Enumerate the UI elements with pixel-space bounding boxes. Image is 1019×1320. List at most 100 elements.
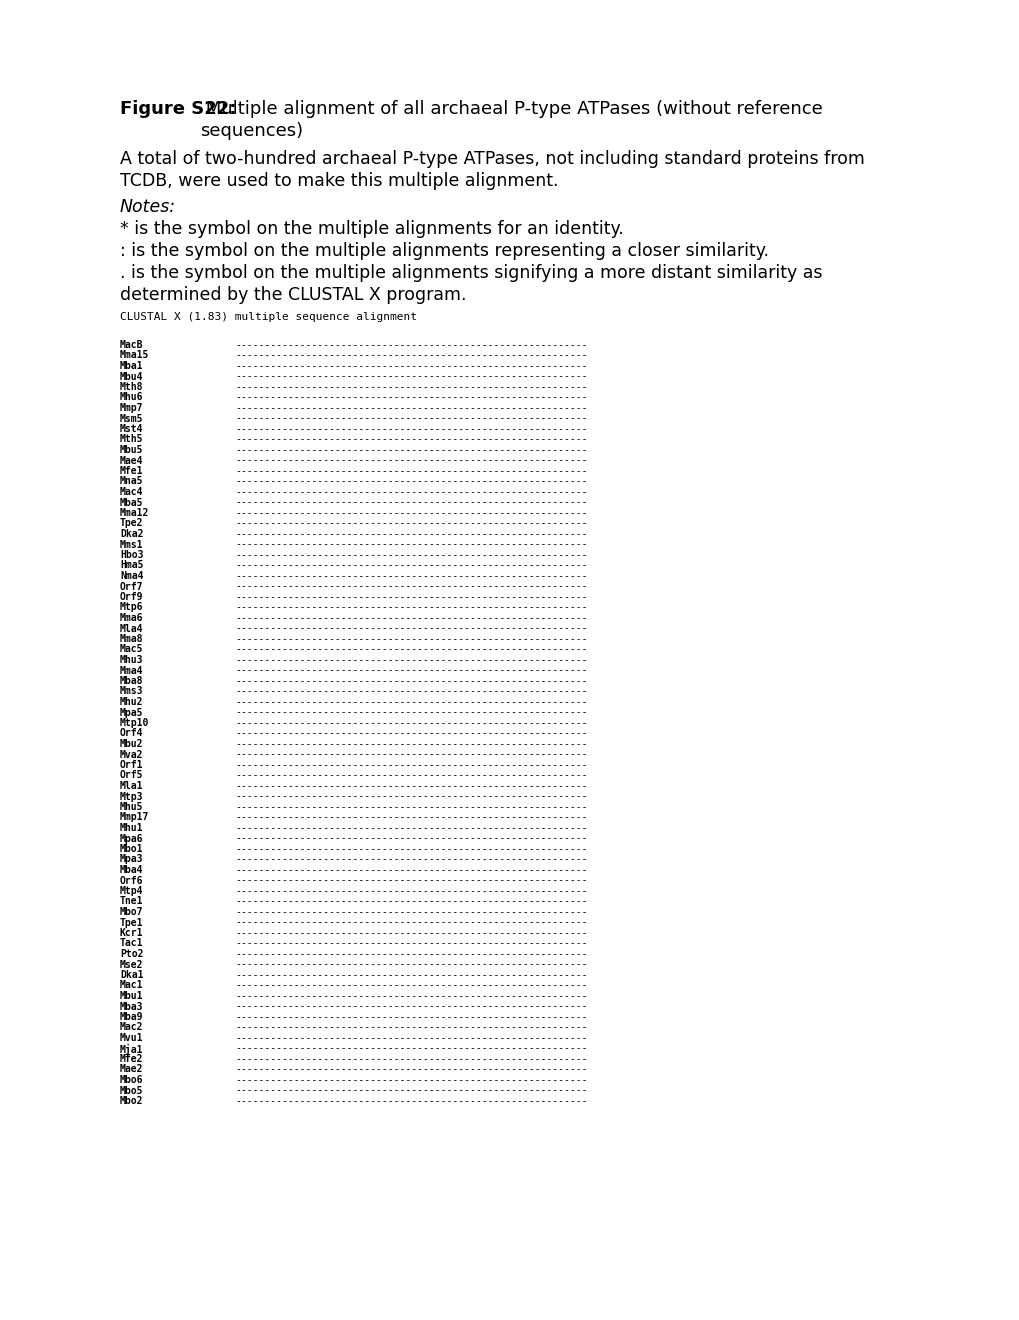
Text: Mpa6: Mpa6 xyxy=(120,833,144,843)
Text: Hma5: Hma5 xyxy=(120,561,144,570)
Text: ------------------------------------------------------------: ----------------------------------------… xyxy=(234,371,587,381)
Text: ------------------------------------------------------------: ----------------------------------------… xyxy=(234,875,587,886)
Text: ------------------------------------------------------------: ----------------------------------------… xyxy=(234,1074,587,1085)
Text: ------------------------------------------------------------: ----------------------------------------… xyxy=(234,540,587,549)
Text: Mae4: Mae4 xyxy=(120,455,144,466)
Text: Mbo1: Mbo1 xyxy=(120,843,144,854)
Text: Mla4: Mla4 xyxy=(120,623,144,634)
Text: ------------------------------------------------------------: ----------------------------------------… xyxy=(234,351,587,360)
Text: Mna5: Mna5 xyxy=(120,477,144,487)
Text: ------------------------------------------------------------: ----------------------------------------… xyxy=(234,771,587,780)
Text: ------------------------------------------------------------: ----------------------------------------… xyxy=(234,508,587,517)
Text: Mbo2: Mbo2 xyxy=(120,1096,144,1106)
Text: ------------------------------------------------------------: ----------------------------------------… xyxy=(234,623,587,634)
Text: Orf1: Orf1 xyxy=(120,760,144,770)
Text: ------------------------------------------------------------: ----------------------------------------… xyxy=(234,582,587,591)
Text: ------------------------------------------------------------: ----------------------------------------… xyxy=(234,466,587,477)
Text: Multiple alignment of all archaeal P-type ATPases (without reference
sequences): Multiple alignment of all archaeal P-typ… xyxy=(200,100,822,140)
Text: Mhu3: Mhu3 xyxy=(120,655,144,665)
Text: ------------------------------------------------------------: ----------------------------------------… xyxy=(234,1044,587,1053)
Text: Mhu1: Mhu1 xyxy=(120,822,144,833)
Text: ------------------------------------------------------------: ----------------------------------------… xyxy=(234,822,587,833)
Text: Tac1: Tac1 xyxy=(120,939,144,949)
Text: ------------------------------------------------------------: ----------------------------------------… xyxy=(234,561,587,570)
Text: * is the symbol on the multiple alignments for an identity.: * is the symbol on the multiple alignmen… xyxy=(120,220,624,238)
Text: ------------------------------------------------------------: ----------------------------------------… xyxy=(234,718,587,729)
Text: Tne1: Tne1 xyxy=(120,896,144,907)
Text: ------------------------------------------------------------: ----------------------------------------… xyxy=(234,477,587,487)
Text: Mva2: Mva2 xyxy=(120,750,144,759)
Text: ------------------------------------------------------------: ----------------------------------------… xyxy=(234,1064,587,1074)
Text: Mma6: Mma6 xyxy=(120,612,144,623)
Text: Mbu5: Mbu5 xyxy=(120,445,144,455)
Text: Mac2: Mac2 xyxy=(120,1023,144,1032)
Text: ------------------------------------------------------------: ----------------------------------------… xyxy=(234,665,587,676)
Text: Mbu2: Mbu2 xyxy=(120,739,144,748)
Text: ------------------------------------------------------------: ----------------------------------------… xyxy=(234,781,587,791)
Text: Mbo5: Mbo5 xyxy=(120,1085,144,1096)
Text: . is the symbol on the multiple alignments signifying a more distant similarity : . is the symbol on the multiple alignmen… xyxy=(120,264,821,304)
Text: ------------------------------------------------------------: ----------------------------------------… xyxy=(234,896,587,907)
Text: ------------------------------------------------------------: ----------------------------------------… xyxy=(234,803,587,812)
Text: ------------------------------------------------------------: ----------------------------------------… xyxy=(234,550,587,560)
Text: Mba5: Mba5 xyxy=(120,498,144,507)
Text: ------------------------------------------------------------: ----------------------------------------… xyxy=(234,487,587,498)
Text: ------------------------------------------------------------: ----------------------------------------… xyxy=(234,455,587,466)
Text: ------------------------------------------------------------: ----------------------------------------… xyxy=(234,854,587,865)
Text: ------------------------------------------------------------: ----------------------------------------… xyxy=(234,445,587,455)
Text: ------------------------------------------------------------: ----------------------------------------… xyxy=(234,907,587,917)
Text: Figure S22:: Figure S22: xyxy=(120,100,236,117)
Text: ------------------------------------------------------------: ----------------------------------------… xyxy=(234,739,587,748)
Text: ------------------------------------------------------------: ----------------------------------------… xyxy=(234,529,587,539)
Text: ------------------------------------------------------------: ----------------------------------------… xyxy=(234,760,587,770)
Text: Mfe1: Mfe1 xyxy=(120,466,144,477)
Text: Mba1: Mba1 xyxy=(120,360,144,371)
Text: Mma15: Mma15 xyxy=(120,351,149,360)
Text: ------------------------------------------------------------: ----------------------------------------… xyxy=(234,697,587,708)
Text: Dka2: Dka2 xyxy=(120,529,144,539)
Text: Mfe2: Mfe2 xyxy=(120,1053,144,1064)
Text: ------------------------------------------------------------: ----------------------------------------… xyxy=(234,634,587,644)
Text: ------------------------------------------------------------: ----------------------------------------… xyxy=(234,981,587,990)
Text: ------------------------------------------------------------: ----------------------------------------… xyxy=(234,970,587,979)
Text: ------------------------------------------------------------: ----------------------------------------… xyxy=(234,676,587,686)
Text: ------------------------------------------------------------: ----------------------------------------… xyxy=(234,498,587,507)
Text: Mba4: Mba4 xyxy=(120,865,144,875)
Text: Mja1: Mja1 xyxy=(120,1044,144,1055)
Text: Mtp10: Mtp10 xyxy=(120,718,149,729)
Text: Mba9: Mba9 xyxy=(120,1012,144,1022)
Text: Orf6: Orf6 xyxy=(120,875,144,886)
Text: ------------------------------------------------------------: ----------------------------------------… xyxy=(234,917,587,928)
Text: ------------------------------------------------------------: ----------------------------------------… xyxy=(234,591,587,602)
Text: Mhu5: Mhu5 xyxy=(120,803,144,812)
Text: Mbo7: Mbo7 xyxy=(120,907,144,917)
Text: ------------------------------------------------------------: ----------------------------------------… xyxy=(234,686,587,697)
Text: Mbu4: Mbu4 xyxy=(120,371,144,381)
Text: ------------------------------------------------------------: ----------------------------------------… xyxy=(234,1096,587,1106)
Text: ------------------------------------------------------------: ----------------------------------------… xyxy=(234,792,587,801)
Text: Mma8: Mma8 xyxy=(120,634,144,644)
Text: ------------------------------------------------------------: ----------------------------------------… xyxy=(234,644,587,655)
Text: Mtp3: Mtp3 xyxy=(120,792,144,801)
Text: ------------------------------------------------------------: ----------------------------------------… xyxy=(234,865,587,875)
Text: ------------------------------------------------------------: ----------------------------------------… xyxy=(234,424,587,434)
Text: Pto2: Pto2 xyxy=(120,949,144,960)
Text: Mmp17: Mmp17 xyxy=(120,813,149,822)
Text: Mth5: Mth5 xyxy=(120,434,144,445)
Text: Kcr1: Kcr1 xyxy=(120,928,144,939)
Text: Tpe2: Tpe2 xyxy=(120,519,144,528)
Text: ------------------------------------------------------------: ----------------------------------------… xyxy=(234,392,587,403)
Text: ------------------------------------------------------------: ----------------------------------------… xyxy=(234,413,587,424)
Text: Mla1: Mla1 xyxy=(120,781,144,791)
Text: ------------------------------------------------------------: ----------------------------------------… xyxy=(234,1012,587,1022)
Text: Orf9: Orf9 xyxy=(120,591,144,602)
Text: Mae2: Mae2 xyxy=(120,1064,144,1074)
Text: Mac1: Mac1 xyxy=(120,981,144,990)
Text: Orf5: Orf5 xyxy=(120,771,144,780)
Text: Mhu2: Mhu2 xyxy=(120,697,144,708)
Text: : is the symbol on the multiple alignments representing a closer similarity.: : is the symbol on the multiple alignmen… xyxy=(120,242,768,260)
Text: ------------------------------------------------------------: ----------------------------------------… xyxy=(234,341,587,350)
Text: CLUSTAL X (1.83) multiple sequence alignment: CLUSTAL X (1.83) multiple sequence align… xyxy=(120,312,417,322)
Text: Mvu1: Mvu1 xyxy=(120,1034,144,1043)
Text: Mhu6: Mhu6 xyxy=(120,392,144,403)
